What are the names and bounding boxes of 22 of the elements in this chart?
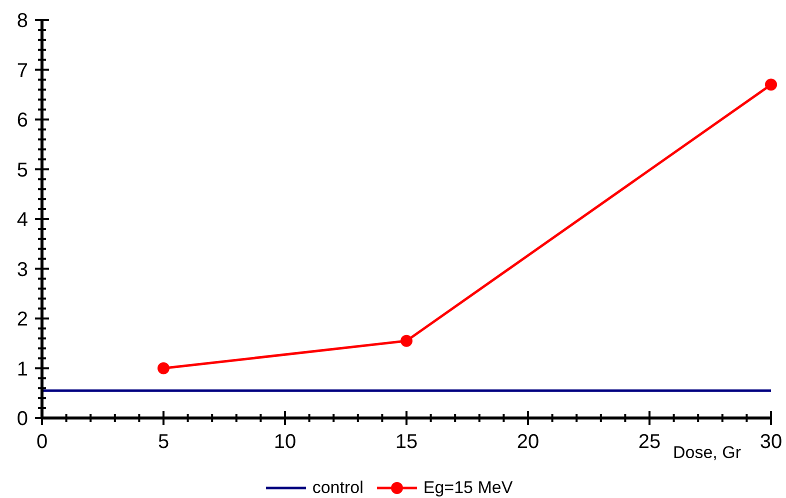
x-tick-label: 30 bbox=[760, 431, 782, 453]
y-tick-label: 0 bbox=[16, 408, 28, 430]
point bbox=[158, 362, 170, 374]
y-tick-label: 3 bbox=[16, 258, 28, 281]
legend-label: Eg=15 MeV bbox=[423, 478, 513, 498]
x-tick-label: 15 bbox=[395, 431, 418, 453]
x-tick-label: 25 bbox=[638, 431, 661, 453]
x-axis-title: Dose, Gr bbox=[672, 443, 742, 462]
y-tick-label: 2 bbox=[16, 308, 28, 330]
x-tick-label: 0 bbox=[36, 431, 48, 453]
x-tick-label: 10 bbox=[274, 431, 296, 453]
y-tick-label: 5 bbox=[16, 159, 28, 182]
y-tick-label: 4 bbox=[16, 209, 28, 231]
y-tick-label: 6 bbox=[16, 110, 28, 132]
y-tick-label: 8 bbox=[16, 10, 28, 32]
y-tick-label: 7 bbox=[16, 60, 28, 82]
point bbox=[765, 78, 777, 91]
y-tick-label: 1 bbox=[16, 358, 28, 380]
x-tick-label: 5 bbox=[158, 431, 170, 453]
point bbox=[400, 334, 412, 347]
legend-label: control bbox=[312, 478, 364, 498]
x-tick-label: 20 bbox=[516, 431, 540, 453]
